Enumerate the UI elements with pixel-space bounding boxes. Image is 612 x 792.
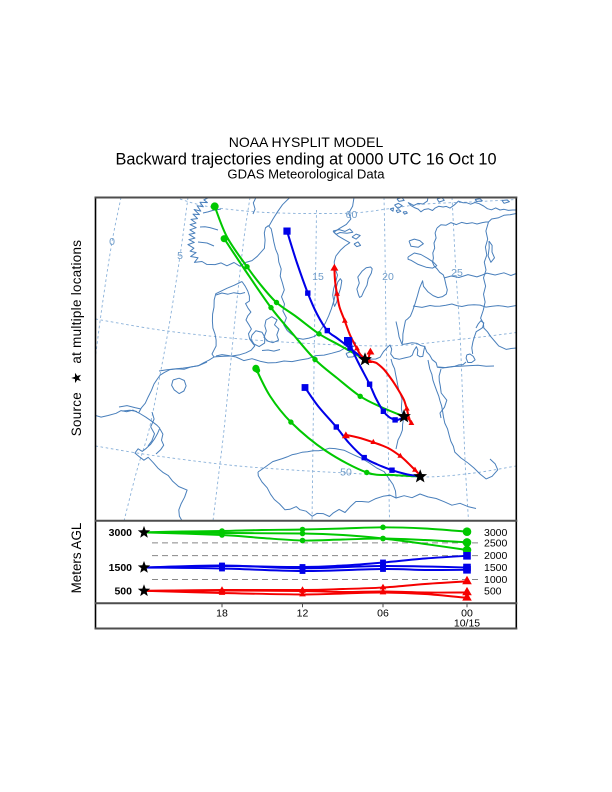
svg-text:50: 50 xyxy=(340,467,352,479)
svg-text:1000: 1000 xyxy=(484,574,508,586)
svg-text:2500: 2500 xyxy=(484,538,508,550)
svg-text:60: 60 xyxy=(346,209,358,221)
svg-text:1500: 1500 xyxy=(484,562,508,574)
svg-text:Backward trajectories ending a: Backward trajectories ending at 0000 UTC… xyxy=(116,151,497,169)
svg-text:1500: 1500 xyxy=(109,562,133,574)
svg-text:12: 12 xyxy=(297,608,309,620)
svg-text:NOAA HYSPLIT MODEL: NOAA HYSPLIT MODEL xyxy=(229,134,384,150)
svg-text:00: 00 xyxy=(461,608,473,620)
svg-text:0: 0 xyxy=(109,236,115,248)
svg-text:500: 500 xyxy=(484,585,502,597)
svg-text:18: 18 xyxy=(216,608,228,620)
svg-text:5: 5 xyxy=(177,250,183,262)
svg-text:20: 20 xyxy=(382,271,394,283)
svg-text:2000: 2000 xyxy=(484,550,508,562)
svg-text:10/15: 10/15 xyxy=(454,618,480,630)
svg-text:3000: 3000 xyxy=(484,527,508,539)
svg-text:500: 500 xyxy=(114,585,132,597)
svg-text:GDAS Meteorological Data: GDAS Meteorological Data xyxy=(227,167,385,182)
svg-text:Source ★ at multiple locatio: Source ★ at multiple locations xyxy=(69,240,84,437)
svg-text:06: 06 xyxy=(377,608,389,620)
svg-text:3000: 3000 xyxy=(109,527,133,539)
svg-text:25: 25 xyxy=(451,267,463,279)
svg-text:15: 15 xyxy=(312,271,324,283)
svg-text:Meters AGL: Meters AGL xyxy=(69,523,84,594)
